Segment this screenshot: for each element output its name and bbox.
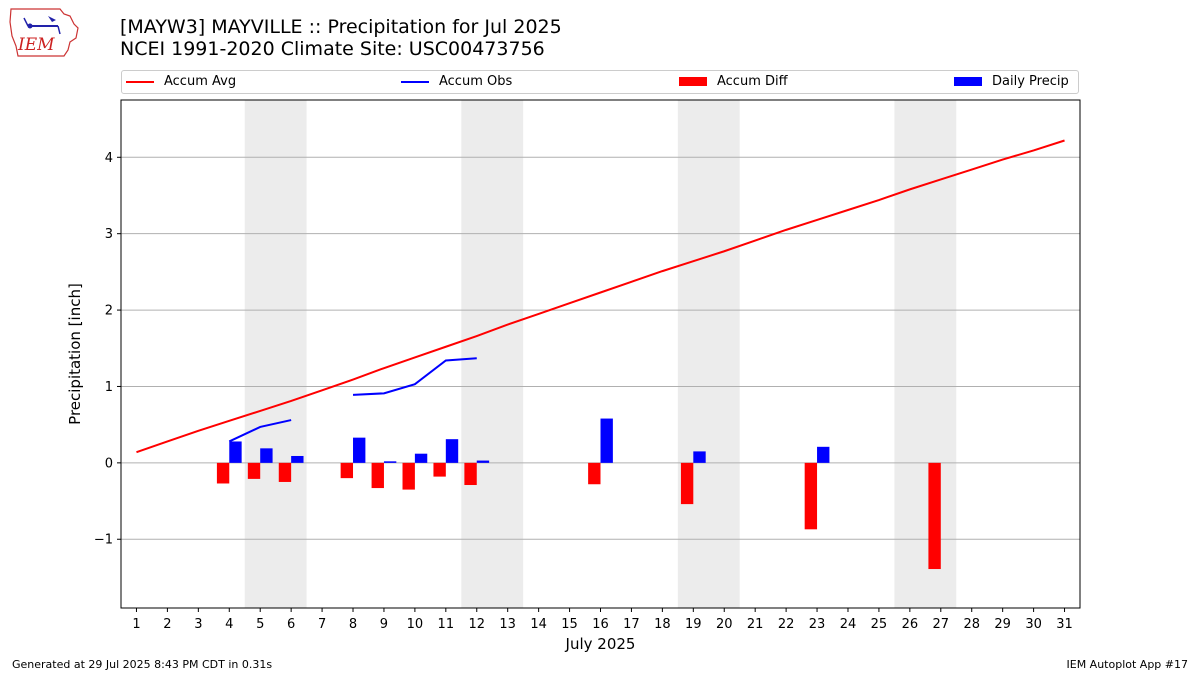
legend-accum-obs: Accum Obs bbox=[401, 74, 512, 90]
accum-diff-bar bbox=[433, 462, 446, 477]
daily-precip-bar bbox=[353, 437, 366, 463]
x-tick-label: 24 bbox=[840, 617, 857, 632]
x-tick-label: 27 bbox=[933, 617, 950, 632]
legend-swatch-accum-obs bbox=[401, 80, 429, 83]
daily-precip-bar bbox=[817, 446, 830, 463]
legend-daily-precip: Daily Precip bbox=[954, 74, 1069, 90]
x-tick-label: 4 bbox=[225, 617, 233, 632]
legend-label-accum-avg: Accum Avg bbox=[164, 74, 237, 89]
footer-app: IEM Autoplot App #17 bbox=[1066, 658, 1189, 671]
title-line-1: [MAYW3] MAYVILLE :: Precipitation for Ju… bbox=[120, 16, 562, 38]
x-tick-label: 18 bbox=[654, 617, 671, 632]
iem-logo: IEM bbox=[8, 6, 82, 60]
legend-label-daily-precip: Daily Precip bbox=[992, 74, 1069, 89]
accum-diff-bar bbox=[464, 462, 477, 486]
weekend-shade-2 bbox=[677, 100, 740, 608]
accum-diff-bar bbox=[402, 462, 415, 490]
y-tick-label: 3 bbox=[105, 227, 113, 242]
y-tick-label: −1 bbox=[94, 533, 113, 548]
x-tick-label: 1 bbox=[132, 617, 140, 632]
y-tick-label: 0 bbox=[105, 456, 113, 471]
legend-swatch-daily-precip bbox=[954, 77, 982, 86]
x-tick-label: 6 bbox=[287, 617, 295, 632]
accum-diff-bar bbox=[371, 462, 384, 489]
y-axis-label: Precipitation [inch] bbox=[66, 283, 84, 425]
x-tick-label: 16 bbox=[592, 617, 609, 632]
x-tick-label: 31 bbox=[1056, 617, 1073, 632]
accum-avg-line bbox=[136, 139, 1065, 454]
x-tick-label: 10 bbox=[407, 617, 424, 632]
weekend-shade-1 bbox=[461, 100, 524, 608]
x-tick-label: 9 bbox=[380, 617, 388, 632]
accum-obs-line-0 bbox=[228, 419, 292, 443]
x-tick-label: 26 bbox=[902, 617, 919, 632]
x-tick-label: 15 bbox=[561, 617, 578, 632]
x-tick-label: 20 bbox=[716, 617, 733, 632]
x-tick-label: 8 bbox=[349, 617, 357, 632]
daily-precip-bar bbox=[600, 418, 613, 463]
y-tick-label: 2 bbox=[105, 304, 113, 319]
legend-accum-avg: Accum Avg bbox=[126, 74, 236, 90]
x-axis-label: July 2025 bbox=[565, 635, 636, 653]
x-tick-label: 29 bbox=[994, 617, 1011, 632]
x-tick-label: 21 bbox=[747, 617, 764, 632]
daily-precip-bar bbox=[229, 441, 242, 463]
accum-diff-bar bbox=[680, 462, 694, 505]
iowa-map-icon: IEM bbox=[9, 8, 79, 57]
accum-diff-bar bbox=[928, 462, 941, 570]
lines bbox=[136, 139, 1065, 454]
legend-label-accum-obs: Accum Obs bbox=[439, 74, 513, 89]
legend-label-accum-diff: Accum Diff bbox=[717, 74, 788, 89]
x-tick-label: 2 bbox=[163, 617, 171, 632]
chart-legend: Accum Avg Accum Obs Accum Diff Daily Pre… bbox=[121, 70, 1079, 94]
weekend-shade-0 bbox=[244, 100, 307, 608]
x-tick-label: 28 bbox=[963, 617, 980, 632]
weekend-shade-3 bbox=[894, 100, 957, 608]
daily-precip-bar bbox=[383, 461, 397, 463]
bars bbox=[216, 418, 941, 570]
accum-diff-bar bbox=[216, 462, 230, 484]
daily-precip-bar bbox=[414, 453, 428, 463]
x-tick-label: 12 bbox=[468, 617, 485, 632]
legend-accum-diff: Accum Diff bbox=[679, 74, 788, 90]
x-tick-label: 23 bbox=[809, 617, 826, 632]
accum-diff-bar bbox=[804, 462, 818, 530]
weekend-shading bbox=[244, 100, 957, 608]
x-tick-label: 5 bbox=[256, 617, 264, 632]
x-tick-label: 13 bbox=[499, 617, 516, 632]
accum-diff-bar bbox=[247, 462, 261, 479]
x-tick-label: 19 bbox=[685, 617, 702, 632]
daily-precip-bar bbox=[260, 448, 273, 463]
accum-diff-bar bbox=[278, 462, 292, 482]
daily-precip-bar bbox=[291, 455, 304, 463]
daily-precip-bar bbox=[445, 439, 459, 463]
accum-diff-bar bbox=[340, 462, 354, 479]
x-tick-label: 14 bbox=[530, 617, 547, 632]
x-tick-label: 3 bbox=[194, 617, 202, 632]
accum-diff-bar bbox=[588, 462, 601, 485]
footer-generated: Generated at 29 Jul 2025 8:43 PM CDT in … bbox=[12, 658, 273, 671]
chart-title: [MAYW3] MAYVILLE :: Precipitation for Ju… bbox=[120, 16, 562, 60]
x-tick-label: 17 bbox=[623, 617, 640, 632]
title-line-2: NCEI 1991-2020 Climate Site: USC00473756 bbox=[120, 38, 545, 60]
legend-swatch-accum-diff bbox=[679, 77, 707, 86]
x-tick-label: 7 bbox=[318, 617, 326, 632]
x-tick-label: 30 bbox=[1025, 617, 1042, 632]
x-tick-label: 25 bbox=[871, 617, 888, 632]
y-tick-label: 4 bbox=[105, 151, 113, 166]
accum-obs-line-1 bbox=[352, 357, 477, 396]
x-tick-label: 22 bbox=[778, 617, 795, 632]
y-tick-label: 1 bbox=[105, 380, 113, 395]
daily-precip-bar bbox=[476, 460, 490, 463]
legend-swatch-accum-avg bbox=[126, 80, 154, 83]
logo-text: IEM bbox=[17, 35, 55, 55]
daily-precip-bar bbox=[693, 451, 706, 463]
x-tick-label: 11 bbox=[438, 617, 455, 632]
